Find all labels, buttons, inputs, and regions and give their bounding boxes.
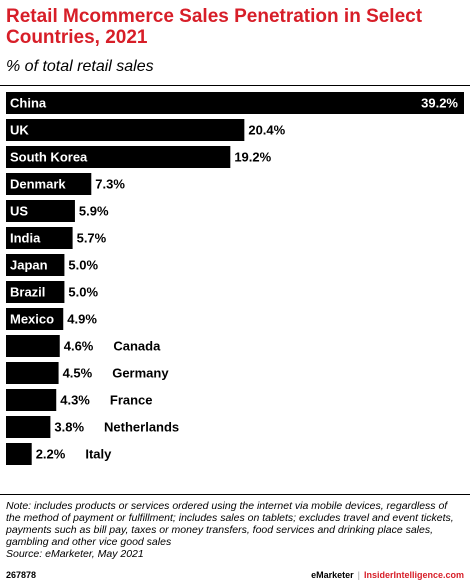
- category-label-india: India: [10, 231, 41, 246]
- bar-japan: [6, 254, 65, 276]
- bar-china: [6, 92, 464, 114]
- value-label-brazil: 5.0%: [68, 285, 98, 300]
- value-label-germany: 4.5%: [63, 366, 93, 381]
- value-label-uk: 20.4%: [248, 123, 285, 138]
- value-label-japan: 5.0%: [68, 258, 98, 273]
- category-label-us: US: [10, 204, 28, 219]
- bar-uk: [6, 119, 245, 141]
- value-label-mexico: 4.9%: [67, 312, 97, 327]
- value-label-denmark: 7.3%: [95, 177, 125, 192]
- bar-mexico: [6, 308, 64, 330]
- bar-germany: [6, 362, 59, 384]
- category-label-south-korea: South Korea: [10, 150, 88, 165]
- value-label-china: 39.2%: [421, 96, 458, 111]
- bar-us: [6, 200, 75, 222]
- chart-title: Retail Mcommerce Sales Penetration in Se…: [6, 6, 423, 48]
- bar-brazil: [6, 281, 65, 303]
- value-label-south-korea: 19.2%: [234, 150, 271, 165]
- brand-emarketer: eMarketer: [311, 570, 354, 580]
- footer: 267878 eMarketer | InsiderIntelligence.com: [6, 569, 464, 581]
- category-label-france: France: [110, 393, 153, 408]
- source-text: Source: eMarketer, May 2021: [6, 548, 144, 560]
- footer-brands: eMarketer | InsiderIntelligence.com: [311, 569, 464, 581]
- bar-india: [6, 227, 73, 249]
- brand-insider-intelligence: InsiderIntelligence.com: [363, 570, 464, 580]
- bar-denmark: [6, 173, 92, 195]
- bar-netherlands: [6, 416, 51, 438]
- category-label-uk: UK: [10, 123, 29, 138]
- bar-france: [6, 389, 57, 411]
- chart-subtitle: % of total retail sales: [6, 58, 154, 75]
- value-label-us: 5.9%: [79, 204, 109, 219]
- category-label-netherlands: Netherlands: [104, 420, 179, 435]
- category-label-brazil: Brazil: [10, 285, 45, 300]
- bar-canada: [6, 335, 60, 357]
- category-label-china: China: [10, 96, 47, 111]
- bar-chart: China 39.2% UK 20.4% South Korea 19.2% Denmark…: [6, 92, 464, 465]
- category-label-canada: Canada: [113, 339, 161, 354]
- value-label-india: 5.7%: [77, 231, 107, 246]
- chart-id: 267878: [6, 570, 37, 580]
- note-text: Note: includes products or services orde…: [6, 500, 454, 548]
- chart-notes: Note: includes products or services orde…: [6, 500, 464, 560]
- category-label-germany: Germany: [112, 366, 169, 381]
- category-label-mexico: Mexico: [10, 312, 54, 327]
- category-label-japan: Japan: [10, 258, 48, 273]
- bar-italy: [6, 443, 32, 465]
- bar-south-korea: [6, 146, 231, 168]
- bottom-divider: [0, 494, 470, 495]
- category-label-denmark: Denmark: [10, 177, 66, 192]
- value-label-italy: 2.2%: [36, 447, 66, 462]
- brand-separator: |: [357, 570, 360, 580]
- value-label-canada: 4.6%: [64, 339, 94, 354]
- category-label-italy: Italy: [85, 447, 112, 462]
- value-label-france: 4.3%: [60, 393, 90, 408]
- top-divider: [0, 85, 470, 86]
- value-label-netherlands: 3.8%: [54, 420, 84, 435]
